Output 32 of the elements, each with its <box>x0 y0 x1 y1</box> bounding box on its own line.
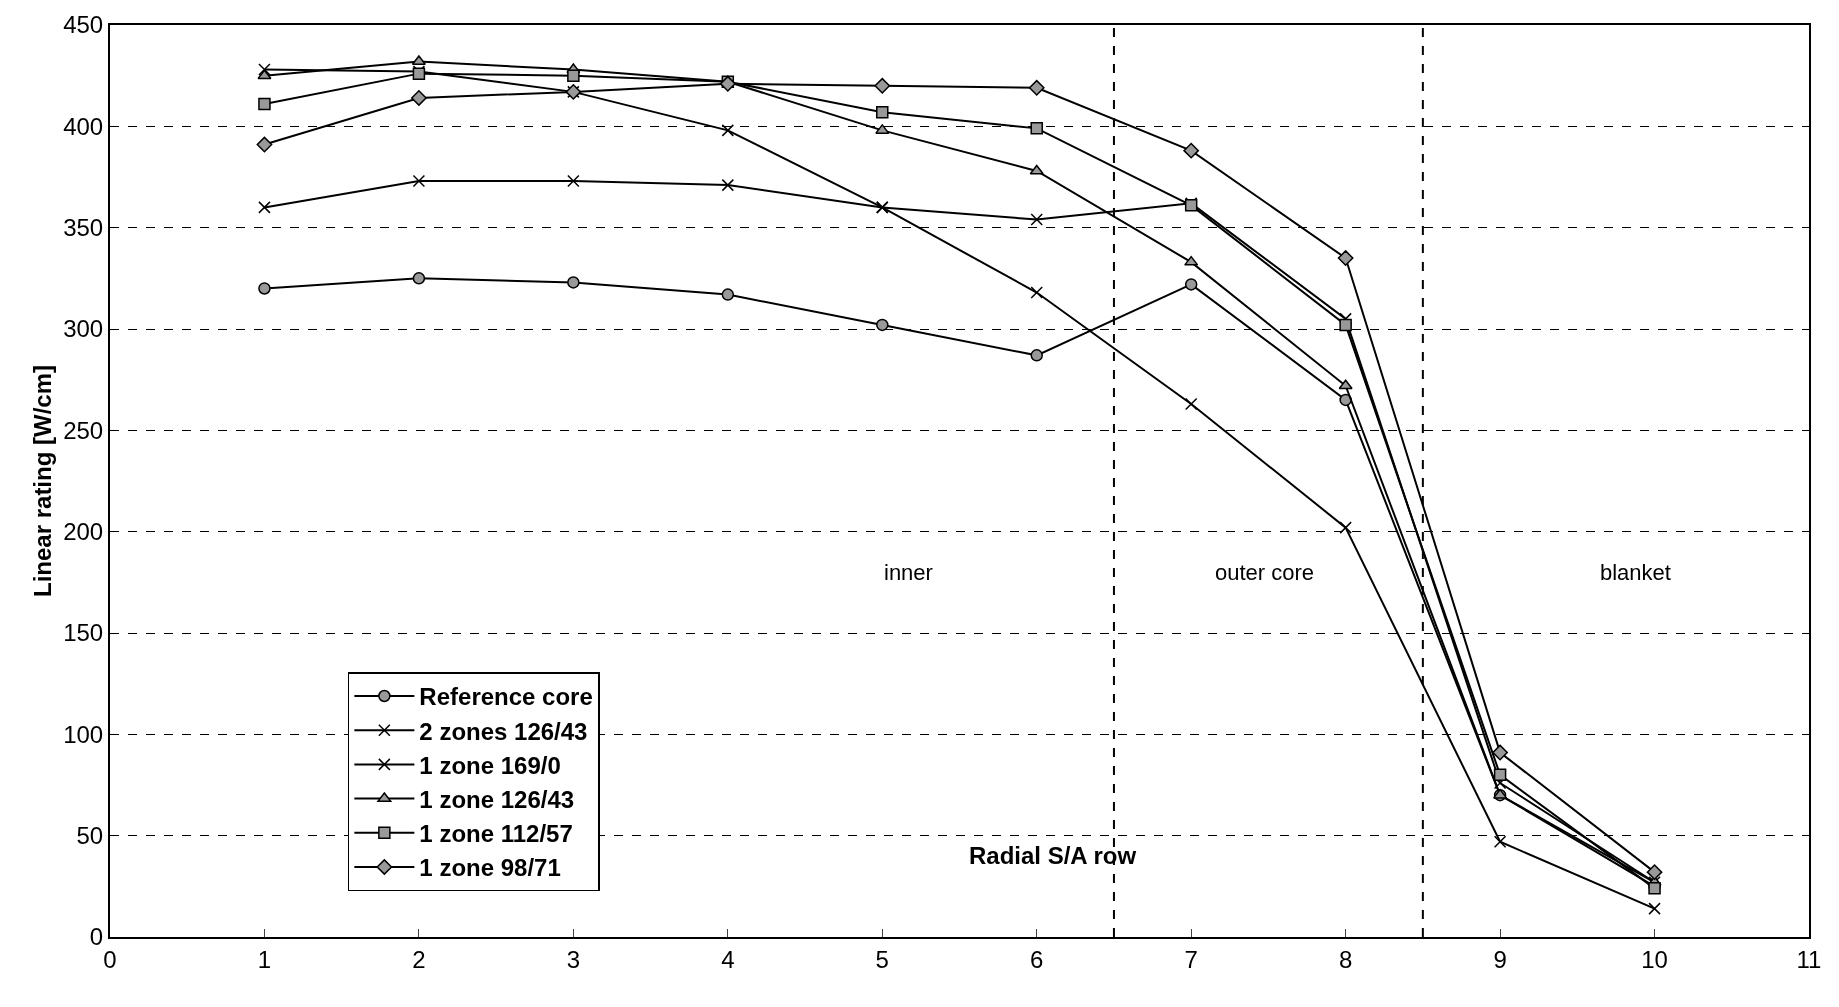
y-tick-label: 250 <box>63 416 104 444</box>
x-tick-label: 1 <box>257 945 272 973</box>
annotation: blanket <box>1600 560 1671 585</box>
x-tick-label: 9 <box>1493 945 1507 973</box>
x-axis-title: Radial S/A row <box>969 842 1137 869</box>
legend-label: 2 zones 126/43 <box>419 717 588 745</box>
annotation: inner <box>884 560 933 585</box>
x-tick-label: 2 <box>412 945 426 973</box>
legend-label: 1 zone 126/43 <box>419 785 575 813</box>
x-tick-label: 8 <box>1338 945 1353 973</box>
legend-label: 1 zone 98/71 <box>419 854 561 882</box>
legend-label: 1 zone 112/57 <box>419 820 573 848</box>
x-tick-label: 3 <box>566 945 581 973</box>
x-tick-label: 10 <box>1641 945 1668 973</box>
y-tick-label: 150 <box>63 619 104 647</box>
y-tick-label: 200 <box>63 518 104 546</box>
y-tick-label: 400 <box>63 112 104 140</box>
y-tick-label: 350 <box>63 214 104 242</box>
annotation: outer core <box>1215 560 1315 585</box>
y-tick-label: 100 <box>63 720 104 748</box>
y-tick-label: 450 <box>63 11 104 39</box>
y-tick-label: 0 <box>89 923 104 951</box>
legend-label: Reference core <box>419 683 593 711</box>
x-tick-label: 7 <box>1184 945 1198 973</box>
x-tick-label: 4 <box>721 945 735 973</box>
x-tick-label: 6 <box>1030 945 1044 973</box>
legend-label: 1 zone 169/0 <box>419 751 561 779</box>
y-axis-title: Linear rating [W/cm] <box>28 364 56 598</box>
y-tick-label: 300 <box>63 315 104 343</box>
x-tick-label: 11 <box>1796 945 1822 973</box>
x-tick-label: 5 <box>875 945 889 973</box>
y-tick-label: 50 <box>76 822 104 850</box>
